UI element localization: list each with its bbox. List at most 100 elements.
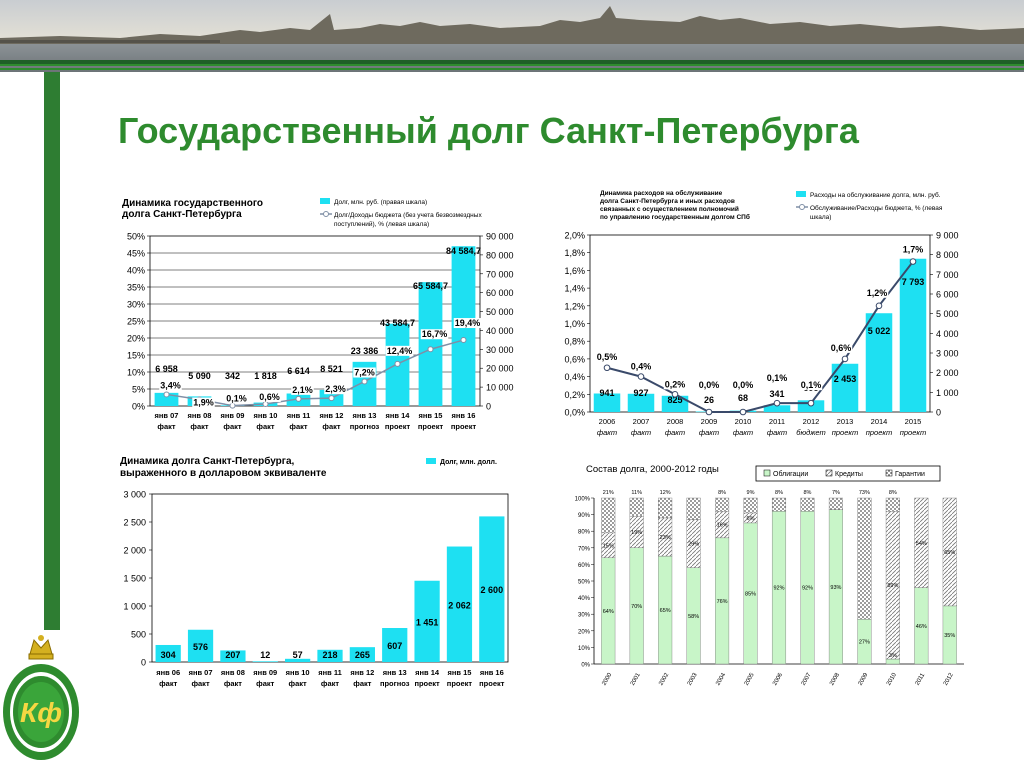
chart-title: Состав долга, 2000-2012 годы (586, 464, 719, 475)
x-tick-label: проект (900, 428, 927, 437)
stack-segment (885, 658, 900, 665)
stack-segment (828, 497, 843, 510)
label-bg (663, 379, 687, 390)
label-bg (159, 380, 182, 391)
line-value-label: 0,4% (631, 362, 652, 372)
bar-value-label: 576 (193, 642, 208, 652)
label-bg (697, 380, 721, 390)
x-tick-label: факт (597, 428, 617, 437)
y-left-tick-label: 45% (127, 249, 145, 259)
y-right-tick-label: 4 000 (936, 329, 959, 339)
bar (220, 650, 246, 662)
segment-label: 92% (773, 586, 784, 592)
segment-label: 8% (775, 490, 783, 496)
line-point (841, 355, 849, 363)
bar-value-label: 7 793 (902, 277, 925, 287)
bar (763, 405, 791, 412)
y-left-tick-label: 0,2% (564, 390, 585, 400)
y-left-tick-label: 0,0% (564, 408, 585, 418)
y-tick-label: 500 (131, 630, 146, 640)
x-tick-label: факт (224, 679, 242, 688)
x-tick-label: 2010 (886, 672, 898, 687)
x-tick-label: проект (451, 422, 477, 431)
x-tick-label: янв 09 (221, 411, 245, 420)
x-tick-label: 2012 (943, 672, 955, 687)
line-value-label: 12,4% (387, 346, 413, 356)
bar-value-label: 341 (769, 389, 784, 399)
x-tick-label: факт (289, 679, 307, 688)
legend-label: шкала) (810, 214, 831, 221)
bar (155, 644, 181, 662)
bar (418, 282, 443, 406)
x-tick-label: янв 09 (253, 668, 277, 677)
line-point (460, 337, 467, 344)
x-tick-label: факт (159, 679, 177, 688)
x-tick-label: факт (223, 422, 241, 431)
bar (317, 649, 343, 662)
label-bg (765, 373, 789, 384)
legend-label: Долг, млн. долл. (440, 459, 497, 466)
bar (285, 658, 311, 662)
segment-label: 6% (747, 516, 755, 522)
y-tick-label: 20% (578, 629, 591, 635)
series-line (166, 339, 464, 407)
bar-value-label: 941 (599, 388, 614, 398)
bar-value-label: 84 584,7 (446, 246, 481, 256)
line-point (361, 378, 368, 385)
stack-segment (800, 497, 815, 512)
segment-label: 21% (603, 490, 614, 496)
x-tick-label: проект (832, 428, 859, 437)
segment-label: 23% (660, 535, 671, 541)
segment-label: 73% (859, 490, 870, 496)
x-tick-label: янв 16 (452, 411, 476, 420)
y-left-tick-label: 30% (127, 300, 145, 310)
label-bg (595, 351, 619, 362)
bar-value-label: 304 (161, 650, 176, 660)
y-tick-label: 2 000 (123, 546, 146, 556)
line-point (807, 399, 815, 407)
segment-label: 11% (631, 490, 642, 496)
bar-value-label: 2 453 (834, 374, 857, 384)
label-bg (420, 329, 449, 340)
x-tick-label: 2002 (658, 672, 670, 687)
y-right-tick-label: 50 000 (486, 307, 514, 317)
city-panorama-banner (0, 0, 1024, 72)
y-tick-label: 40% (578, 596, 591, 602)
y-left-tick-label: 2,0% (564, 231, 585, 241)
line-value-label: 1,7% (903, 245, 924, 255)
y-tick-label: 60% (578, 563, 591, 569)
x-tick-label: проект (479, 679, 505, 688)
bar-value-label: 1 451 (416, 617, 439, 627)
line-value-label: 19,4% (455, 318, 481, 328)
line-point (637, 373, 645, 380)
label-bg (353, 367, 376, 378)
y-tick-label: 100% (575, 497, 591, 503)
label-bg (225, 393, 248, 404)
line-point (295, 395, 302, 402)
y-right-tick-label: 10 000 (486, 383, 514, 393)
bar (252, 661, 278, 662)
x-tick-label: факт (289, 422, 307, 431)
x-tick-label: проект (866, 428, 893, 437)
bar (187, 629, 214, 662)
bar (446, 546, 473, 662)
x-tick-label: проект (418, 422, 444, 431)
segment-label: 27% (859, 640, 870, 646)
stack-segment (686, 497, 701, 520)
segment-label: 93% (830, 585, 841, 591)
line-point (705, 408, 713, 416)
x-tick-label: факт (353, 679, 371, 688)
line-value-label: 16,7% (422, 329, 448, 339)
bar (627, 393, 655, 412)
segment-label: 16% (717, 523, 728, 529)
bar (479, 516, 505, 662)
chart-title: Динамика государственного (122, 198, 263, 209)
y-right-tick-label: 0 (486, 402, 491, 412)
stack-segment (601, 497, 616, 534)
bar-value-label: 342 (225, 371, 240, 381)
x-tick-label: факт (767, 428, 787, 437)
bar (899, 258, 927, 412)
line-value-label: 3,4% (160, 380, 181, 390)
